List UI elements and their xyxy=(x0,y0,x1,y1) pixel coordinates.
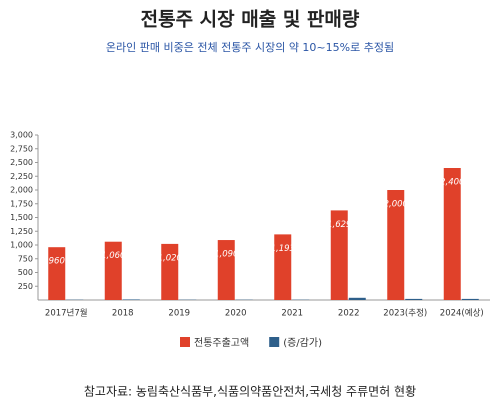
y-tick-label: 2,000 xyxy=(10,186,33,195)
bar xyxy=(405,298,423,300)
bar xyxy=(48,247,66,300)
y-tick-label: 1,250 xyxy=(10,227,33,236)
value-label: 1,020 xyxy=(158,253,182,263)
y-tick-label: 750 xyxy=(18,254,33,263)
x-tick-label: 2017년7월 xyxy=(45,308,88,319)
y-tick-label: 1,000 xyxy=(10,241,33,250)
y-tick-label: 1,500 xyxy=(10,213,33,222)
value-label: 1,060 xyxy=(101,251,125,261)
bar xyxy=(274,234,292,300)
legend-swatch xyxy=(269,337,280,347)
x-tick-label: 2021 xyxy=(281,309,303,319)
x-tick-label: 2020 xyxy=(225,309,247,319)
value-label: 1,629 xyxy=(327,220,351,230)
y-tick-label: 1,750 xyxy=(10,199,33,208)
x-tick-label: 2022 xyxy=(338,309,360,319)
x-tick-label: 2018 xyxy=(112,309,134,319)
value-label: 2,000 xyxy=(384,200,408,210)
y-tick-label: 2,750 xyxy=(10,144,33,153)
legend-swatch xyxy=(180,337,190,347)
bar xyxy=(104,241,122,300)
value-label: 2,400 xyxy=(440,178,464,188)
y-tick-label: 500 xyxy=(18,268,33,277)
x-tick-label: 2019 xyxy=(168,309,190,319)
y-tick-label: 2,500 xyxy=(10,158,33,167)
bar xyxy=(330,210,348,300)
chart-title: 전통주 시장 매출 및 판매량 xyxy=(141,9,360,31)
x-tick-label: 2023(추정) xyxy=(383,308,427,319)
source-note: 참고자료: 농림축산식품부,식품의약품안전처,국세청 주류면허 현황 xyxy=(84,384,416,399)
bar xyxy=(443,168,461,300)
value-label: 1,193 xyxy=(271,244,295,254)
bar xyxy=(122,299,140,300)
value-label: 1,090 xyxy=(214,250,238,260)
bar xyxy=(461,298,479,300)
chart-subtitle: 온라인 판매 비중은 전체 전통주 시장의 약 10~15%로 추정됨 xyxy=(106,40,394,54)
legend-label: (증/감가) xyxy=(283,337,322,349)
value-label: 960 xyxy=(49,257,65,267)
y-tick-label: 3,000 xyxy=(10,131,33,140)
bar xyxy=(161,243,179,300)
bar xyxy=(348,297,366,300)
x-tick-label: 2024(예상) xyxy=(440,308,484,319)
bar xyxy=(387,190,405,300)
bar xyxy=(217,240,235,300)
y-tick-label: 250 xyxy=(18,282,33,291)
legend-label: 전통주출고액 xyxy=(194,337,249,349)
y-tick-label: 2,250 xyxy=(10,172,33,181)
